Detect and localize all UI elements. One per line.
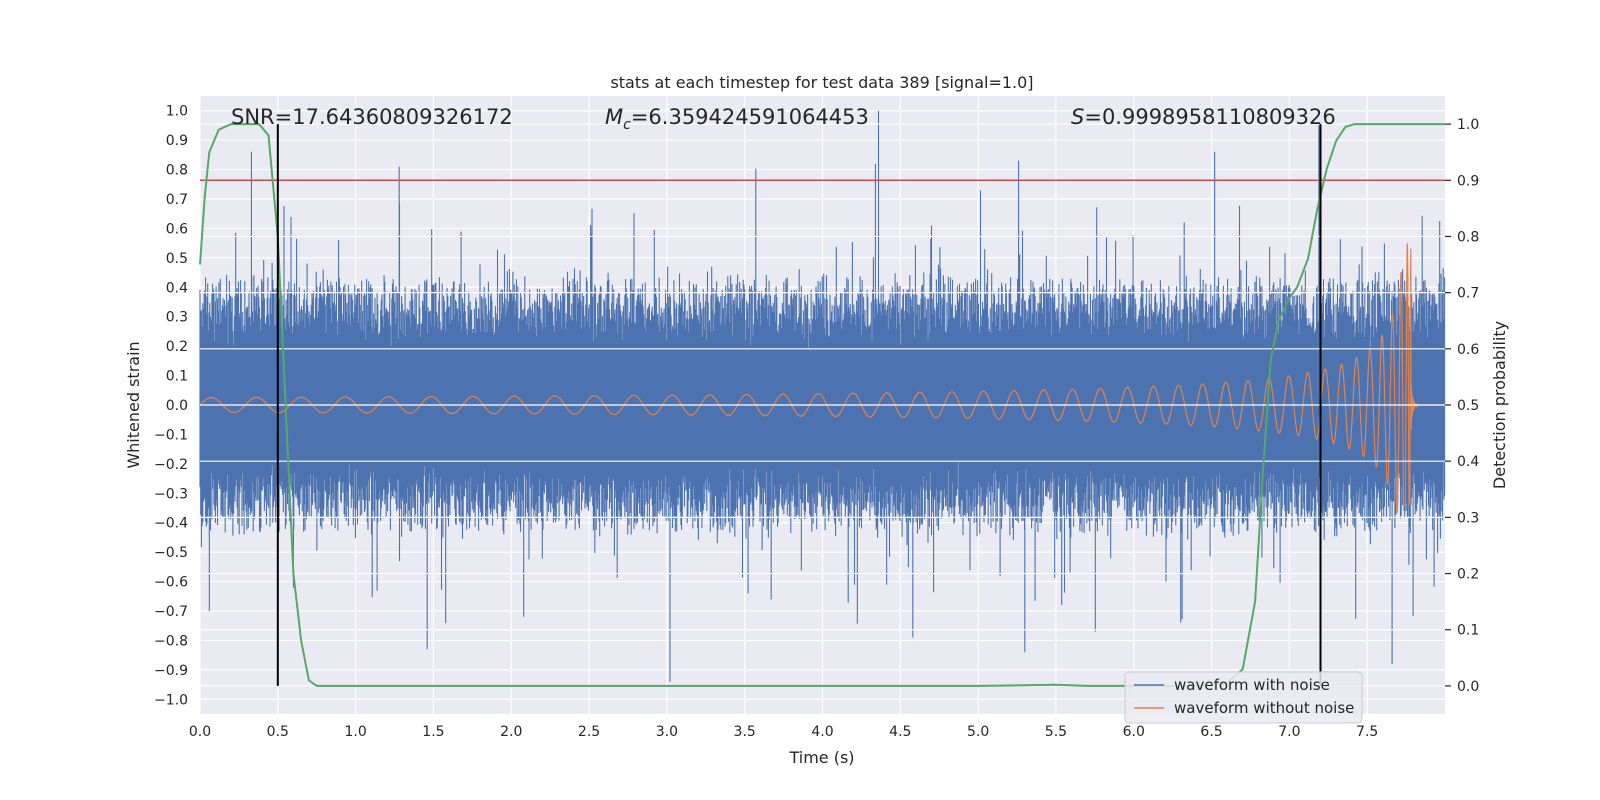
x-tick-label: 0.0 bbox=[189, 724, 211, 740]
y-tick-label: −0.2 bbox=[154, 457, 188, 473]
x-tick-label: 4.5 bbox=[889, 724, 911, 740]
y-tick-label: −0.8 bbox=[154, 633, 188, 649]
x-tick-label: 7.5 bbox=[1356, 724, 1378, 740]
y2-tick-label: 0.7 bbox=[1457, 286, 1479, 302]
y-tick-label: 0.7 bbox=[166, 192, 188, 208]
y2-axis-ticks: 1.0 0.9 0.8 0.7 0.6 0.5 0.4 0.3 0.2 0.1 0.0 bbox=[1445, 117, 1479, 695]
y-axis-label: Whitened strain bbox=[124, 341, 143, 468]
x-axis-label: Time (s) bbox=[788, 748, 854, 767]
x-tick-label: 0.5 bbox=[267, 724, 289, 740]
x-tick-label: 7.0 bbox=[1278, 724, 1300, 740]
x-tick-label: 6.5 bbox=[1200, 724, 1222, 740]
y2-tick-label: 0.3 bbox=[1457, 510, 1479, 526]
y-tick-label: −0.6 bbox=[154, 575, 188, 591]
y2-tick-label: 0.5 bbox=[1457, 398, 1479, 414]
noisy-waveform-line bbox=[199, 110, 1446, 682]
y2-tick-label: 0.9 bbox=[1457, 173, 1479, 189]
y-tick-label: −0.5 bbox=[154, 545, 188, 561]
y2-tick-label: 0.6 bbox=[1457, 342, 1479, 358]
y2-tick-label: 0.2 bbox=[1457, 567, 1479, 583]
y-tick-label: 0.2 bbox=[166, 339, 188, 355]
legend-box bbox=[1124, 671, 1363, 724]
series-detection-probability bbox=[199, 123, 1445, 687]
y-tick-label: −0.3 bbox=[154, 486, 188, 502]
x-tick-label: 1.0 bbox=[344, 724, 366, 740]
x-tick-label: 3.5 bbox=[734, 724, 756, 740]
x-tick-label: 1.5 bbox=[422, 724, 444, 740]
y-tick-label: −1.0 bbox=[154, 692, 188, 708]
series-waveform-without-noise bbox=[199, 243, 1445, 515]
x-tick-label: 5.5 bbox=[1045, 724, 1067, 740]
series-waveform-with-noise bbox=[199, 110, 1446, 682]
y-tick-label: 1.0 bbox=[166, 104, 188, 120]
y2-tick-label: 0.1 bbox=[1457, 623, 1479, 639]
x-tick-label: 3.0 bbox=[656, 724, 678, 740]
y-tick-label: −0.7 bbox=[154, 604, 188, 620]
y-axis-ticks: 1.0 0.9 0.8 0.7 0.6 0.5 0.4 0.3 0.2 0.1 0.0 −0.1 −0.… bbox=[154, 104, 188, 709]
y2-tick-label: 1.0 bbox=[1457, 117, 1479, 133]
y2-axis-label: Detection probability bbox=[1490, 321, 1509, 489]
x-tick-label: 2.5 bbox=[578, 724, 600, 740]
y-tick-label: −0.1 bbox=[154, 427, 188, 443]
y-tick-label: 0.6 bbox=[166, 221, 188, 237]
y-tick-label: −0.9 bbox=[154, 663, 188, 679]
x-tick-label: 5.0 bbox=[967, 724, 989, 740]
clean-waveform-line bbox=[199, 243, 1445, 515]
legend: waveform with noise waveform without noi… bbox=[1124, 671, 1363, 724]
y-tick-label: 0.8 bbox=[166, 163, 188, 179]
annotation-chirp-mass: Mc=6.359424591064453 bbox=[605, 105, 869, 133]
legend-label-clean: waveform without noise bbox=[1174, 699, 1354, 717]
legend-label-noisy: waveform with noise bbox=[1174, 676, 1330, 694]
y-tick-label: 0.0 bbox=[166, 398, 188, 414]
y2-tick-label: 0.4 bbox=[1457, 454, 1479, 470]
x-tick-label: 4.0 bbox=[811, 724, 833, 740]
y-tick-label: 0.1 bbox=[166, 369, 188, 385]
y2-tick-label: 0.0 bbox=[1457, 679, 1479, 695]
x-tick-label: 2.0 bbox=[500, 724, 522, 740]
y-tick-label: −0.4 bbox=[154, 516, 188, 532]
y-tick-label: 0.4 bbox=[166, 280, 188, 296]
x-tick-label: 6.0 bbox=[1123, 724, 1145, 740]
vertical-markers bbox=[276, 124, 1322, 686]
y-tick-label: 0.3 bbox=[166, 310, 188, 326]
annotation-score: S=0.9998958110809326 bbox=[1071, 105, 1336, 129]
y2-tick-label: 0.8 bbox=[1457, 229, 1479, 245]
y-tick-label: 0.5 bbox=[166, 251, 188, 267]
chart-title: stats at each timestep for test data 389… bbox=[610, 73, 1033, 92]
x-axis-ticks: 0.0 0.5 1.0 1.5 2.0 2.5 3.0 3.5 4.0 4.5 5.0 5.5 6.0 6… bbox=[189, 724, 1378, 740]
y-tick-label: 0.9 bbox=[166, 133, 188, 149]
annotation-snr: SNR=17.64360809326172 bbox=[231, 105, 513, 129]
